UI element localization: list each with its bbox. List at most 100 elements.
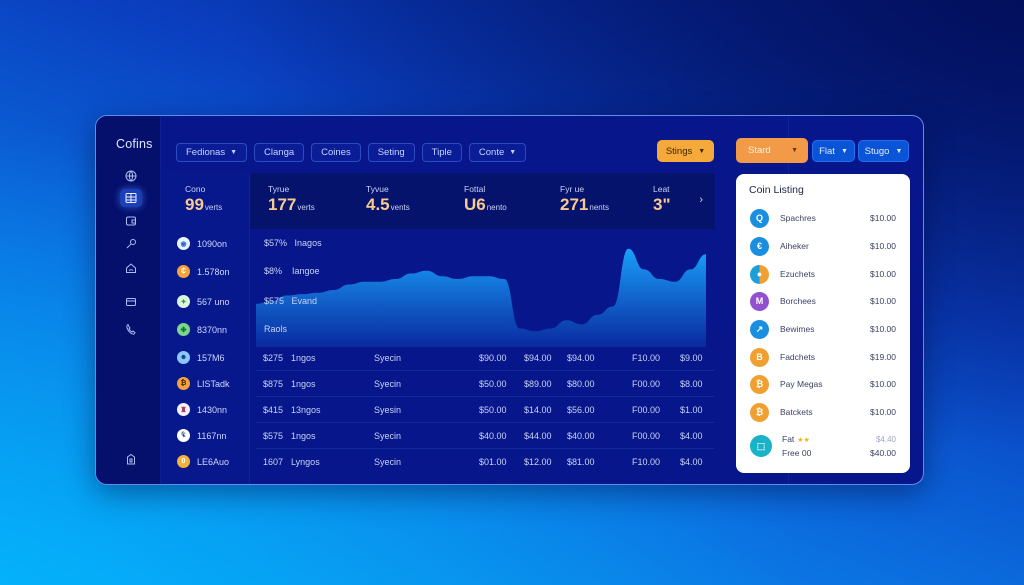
- coin-name: 1167nn: [197, 430, 227, 441]
- dashboard-icon[interactable]: [120, 189, 142, 207]
- stat-unit: nento: [486, 203, 507, 212]
- search-coin-icon: Q: [750, 208, 769, 228]
- listing-item[interactable]: B Fadchets $19.00: [750, 346, 896, 368]
- coin-item[interactable]: ☻ 157M6: [177, 351, 225, 364]
- cell-value: $1.00: [680, 405, 703, 415]
- cell-value: $50.00: [479, 405, 507, 415]
- listing-item[interactable]: Q Spachres $10.00: [750, 207, 896, 229]
- coin-item[interactable]: ✦ 567 uno: [177, 295, 230, 308]
- tab-label: Clanga: [264, 147, 295, 158]
- listing-item[interactable]: ● Ezuchets $10.00: [750, 263, 896, 285]
- coin-item[interactable]: ◉ 1090on: [177, 237, 227, 250]
- listing-item[interactable]: ⬚ Fat ★★ Free 00 $4.40 $40.00: [750, 432, 896, 460]
- stats-strip: Cono 99verts Tyrue 177verts Tyvue 4.5ven…: [161, 173, 715, 229]
- bitcoin-icon: ₿: [750, 402, 769, 422]
- tab-row: Fedionas ▼ Clanga Coines Seting Tiple Con…: [176, 143, 527, 162]
- tab-clanga[interactable]: Clanga: [254, 143, 305, 162]
- stat-label: Fyr ue: [560, 184, 585, 194]
- chevron-down-icon: ▼: [509, 149, 517, 156]
- home-icon[interactable]: [124, 261, 138, 275]
- stat: Cono 99verts: [185, 184, 283, 215]
- listing-item[interactable]: ₿ Pay Megas $10.00: [750, 373, 896, 395]
- coin-item[interactable]: 0 LE6Auo: [177, 455, 229, 468]
- chart-row-price: $57%: [264, 238, 288, 248]
- chevron-right-icon[interactable]: ›: [699, 194, 703, 206]
- table-row[interactable]: $875 1ngos Syecin $50.00 $89.00 $80.00 F…: [256, 372, 714, 397]
- wallet-icon[interactable]: [124, 214, 138, 228]
- listing-item[interactable]: ↗ Bewimes $10.00: [750, 318, 896, 340]
- stugo-dropdown-button[interactable]: Stugo ▼: [858, 140, 909, 162]
- chart-row-name: Iangoe: [292, 266, 320, 276]
- cell-change: 1ngos: [291, 353, 316, 363]
- chevron-down-icon: ▼: [840, 147, 848, 155]
- stat-label: Tyrue: [268, 184, 290, 194]
- tab-fedionas[interactable]: Fedionas ▼: [176, 143, 248, 162]
- tab-conte[interactable]: Conte ▼: [468, 143, 527, 162]
- cell-value: $9.00: [680, 353, 703, 363]
- coin-name: 1430nn: [197, 404, 228, 415]
- table-row[interactable]: $275 1ngos Syecin $90.00 $94.00 $94.00 F…: [256, 346, 714, 371]
- cell-value: $8.00: [680, 379, 703, 389]
- cell-value: $01.00: [479, 457, 507, 467]
- stat-unit: verts: [204, 203, 223, 212]
- listing-prices: $4.40 $40.00: [870, 435, 896, 458]
- card-icon[interactable]: [124, 295, 138, 309]
- stat-value: 271nents: [560, 195, 653, 215]
- table-row[interactable]: 1607 Lyngos Syecin $01.00 $12.00 $81.00 …: [256, 450, 714, 475]
- coin-icon: 0: [177, 455, 190, 468]
- button-label: Stard: [748, 145, 771, 156]
- stat-unit: vents: [390, 203, 410, 212]
- cell-value: $89.00: [524, 379, 552, 389]
- listing-item[interactable]: M Borchees $10.00: [750, 290, 896, 312]
- coin-listing-panel: Coin Listing Q Spachres $10.00 € Aiheker…: [736, 174, 910, 473]
- coin-item[interactable]: ₵ 1.578on: [177, 265, 230, 278]
- flat-dropdown-button[interactable]: Flat ▼: [812, 140, 855, 162]
- coin-item[interactable]: ✤ 8370nn: [177, 323, 227, 336]
- coin-item[interactable]: ₿ LISTadk: [177, 377, 230, 390]
- cell-price: $875: [263, 379, 284, 389]
- key-icon[interactable]: [124, 237, 138, 251]
- price-area-chart[interactable]: $57% Inagos $8% Iangoe $575 Evand Raols: [256, 229, 714, 347]
- table-row[interactable]: $575 1ngos Syecin $40.00 $44.00 $40.00 F…: [256, 424, 714, 449]
- stat-number: 177: [268, 195, 297, 214]
- chart-row-price: $575: [264, 296, 285, 306]
- cell-status: Syesin: [374, 405, 402, 415]
- cell-value: $44.00: [524, 431, 552, 441]
- cell-status: Syecin: [374, 457, 402, 467]
- cell-value: F00.00: [632, 405, 661, 415]
- listing-name: Pay Megas: [780, 379, 823, 389]
- cell-status: Syecin: [374, 353, 402, 363]
- stat-label: Cono: [185, 184, 206, 194]
- cell-value: $40.00: [567, 431, 595, 441]
- listing-subtitle: Free 00: [782, 448, 812, 458]
- tab-seting[interactable]: Seting: [367, 143, 415, 162]
- star-rating-icon: ★★: [797, 437, 810, 444]
- tab-label: Seting: [377, 147, 405, 158]
- stat-value: 177verts: [268, 195, 366, 215]
- coin-icon: ₵: [177, 265, 190, 278]
- coin-item[interactable]: ♜ 1430nn: [177, 403, 227, 416]
- cell-value: $80.00: [567, 379, 595, 389]
- stat-number: U6: [464, 195, 486, 214]
- stat: Fottal U6nento: [464, 184, 560, 229]
- coin-list: ◉ 1090on ₵ 1.578on ✦ 567 uno ✤ 8370nn ☻ …: [161, 229, 250, 484]
- stings-dropdown-button[interactable]: Stings ▼: [657, 140, 714, 162]
- chart-row-label: $57% Inagos: [264, 238, 322, 248]
- table-row[interactable]: $415 13ngos Syesin $50.00 $14.00 $56.00 …: [256, 398, 714, 423]
- exit-icon[interactable]: [124, 452, 138, 466]
- coin-item[interactable]: ₠ 1167nn: [177, 429, 226, 442]
- coin-name: 1090on: [197, 238, 228, 249]
- phone-icon[interactable]: [124, 322, 138, 336]
- chart-row-price: $8%: [264, 266, 283, 276]
- tab-label: Tiple: [431, 147, 452, 158]
- listing-item[interactable]: ₿ Batckets $10.00: [750, 401, 896, 423]
- globe-icon[interactable]: [124, 169, 138, 183]
- stard-dropdown-button[interactable]: Stard ▼: [736, 138, 808, 163]
- chevron-down-icon: ▼: [895, 147, 903, 155]
- tab-coines[interactable]: Coines: [311, 143, 361, 162]
- monero-coin-icon: M: [750, 291, 769, 311]
- tab-tiple[interactable]: Tiple: [421, 143, 462, 162]
- listing-text: Fat ★★ Free 00: [782, 434, 870, 458]
- listing-item[interactable]: € Aiheker $10.00: [750, 235, 896, 257]
- chevron-down-icon: ▼: [791, 147, 798, 154]
